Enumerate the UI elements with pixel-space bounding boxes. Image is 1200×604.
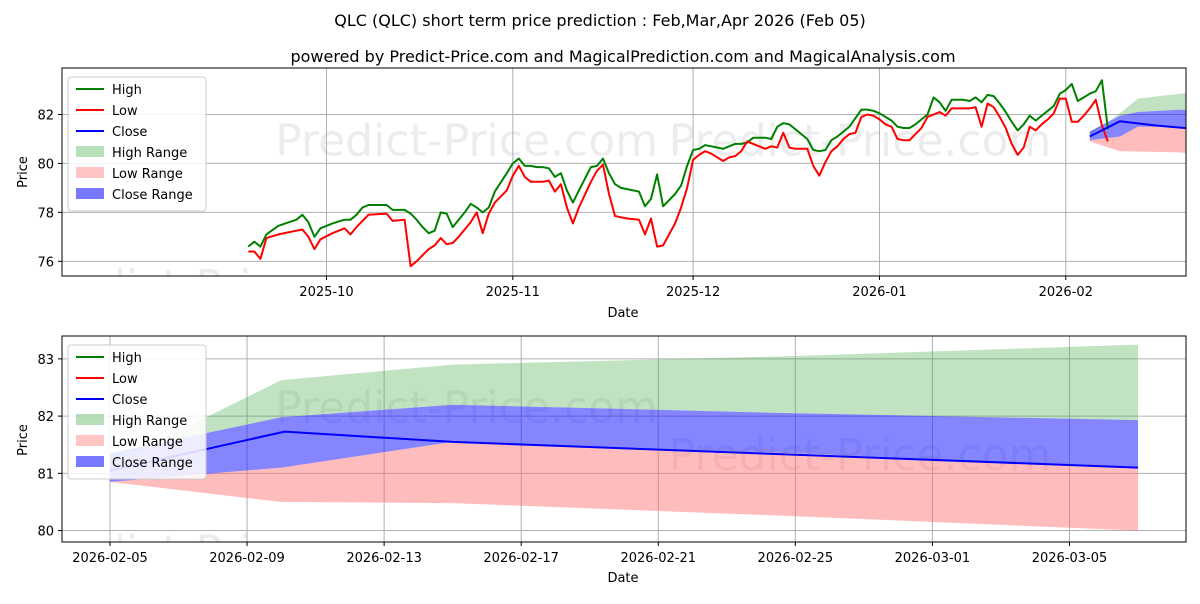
bottom-x-tick-label: 2026-02-25 [758, 551, 834, 566]
bottom-y-tick-label: 82 [37, 410, 54, 425]
top-legend-label: High Range [112, 146, 187, 161]
chart-subtitle: powered by Predict-Price.com and Magical… [290, 47, 955, 66]
top-legend-swatch [76, 188, 104, 199]
top-y-tick-label: 78 [37, 206, 54, 221]
top-series-group: Predict-Price.comPredict-Price.comPredic… [28, 68, 1186, 312]
top-x-tick-label: 2025-12 [666, 285, 720, 300]
top-panel-legend: High Low Close High Range Low Range Close Ran… [67, 76, 207, 212]
top-watermark: Predict-Price.com [28, 261, 411, 312]
bottom-legend-label: Close [112, 393, 147, 408]
bottom-close-range-band [110, 404, 1138, 482]
top-legend-label: Close [112, 125, 147, 140]
bottom-y-tick-label: 80 [37, 525, 54, 540]
top-panel-y-ticks: 76 78 80 82 [37, 108, 62, 270]
top-x-tick-label: 2025-11 [486, 285, 540, 300]
bottom-x-tick-label: 2026-03-01 [895, 551, 971, 566]
top-panel-x-ticks: 2025-10 2025-11 2025-12 2026-01 2026-02 [299, 276, 1093, 300]
bottom-y-tick-label: 81 [37, 467, 54, 482]
top-low-range-band [1089, 126, 1186, 154]
top-low-line [248, 97, 1109, 268]
top-legend-label: High [112, 83, 142, 98]
bottom-y-tick-label: 83 [37, 353, 54, 368]
top-high-range-band [1089, 93, 1186, 136]
bottom-x-tick-label: 2026-02-09 [209, 551, 285, 566]
bottom-low-range-band [110, 441, 1138, 531]
bottom-x-tick-label: 2026-03-05 [1032, 551, 1108, 566]
top-panel-xlabel: Date [607, 306, 638, 321]
top-y-tick-label: 76 [37, 255, 54, 270]
bottom-legend-label: High Range [112, 414, 187, 429]
bottom-panel-legend: High Low Close High Range Low Range Close Ran… [67, 344, 207, 480]
bottom-legend-swatch [76, 414, 104, 425]
top-high-line [247, 79, 1109, 248]
top-panel: Predict-Price.comPredict-Price.comPredic… [16, 67, 1187, 321]
bottom-panel-xlabel: Date [607, 571, 638, 586]
top-panel-ylabel: Price [16, 156, 31, 188]
top-panel-frame [61, 67, 1187, 277]
top-x-tick-label: 2026-01 [852, 285, 906, 300]
top-legend-swatch [76, 167, 104, 178]
bottom-x-tick-label: 2026-02-17 [483, 551, 559, 566]
top-legend-label: Low [112, 104, 138, 119]
bottom-high-range-band [110, 344, 1138, 465]
bottom-legend-swatch [76, 435, 104, 446]
bottom-panel-ylabel: Price [16, 424, 31, 456]
chart-title: QLC (QLC) short term price prediction : … [334, 11, 866, 30]
top-legend-swatch [76, 146, 104, 157]
top-legend-label: Close Range [112, 188, 193, 203]
bottom-x-tick-label: 2026-02-05 [72, 551, 148, 566]
top-watermark: Predict-Price.com [669, 115, 1052, 166]
top-panel-plot-area: Predict-Price.comPredict-Price.comPredic… [28, 68, 1186, 312]
top-close-range-band [1089, 109, 1186, 141]
top-watermark: Predict-Price.com [275, 115, 658, 166]
bottom-legend-label: Low Range [112, 435, 183, 450]
top-y-tick-label: 80 [37, 157, 54, 172]
bottom-legend-label: High [112, 351, 142, 366]
bottom-panel-y-ticks: 80 81 82 83 [37, 353, 62, 540]
top-close-line [1089, 120, 1186, 138]
bottom-x-tick-label: 2026-02-13 [346, 551, 422, 566]
top-legend-label: Low Range [112, 167, 183, 182]
bottom-x-tick-label: 2026-02-21 [620, 551, 696, 566]
top-x-tick-label: 2025-10 [299, 285, 353, 300]
top-y-tick-label: 82 [37, 108, 54, 123]
bottom-panel-x-ticks: 2026-02-05 2026-02-09 2026-02-13 2026-02-17… [72, 542, 1107, 566]
bottom-panel: Predict-Price.comPredict-Price.comPredic… [16, 335, 1187, 586]
bottom-panel-frame [61, 335, 1187, 543]
bottom-legend-swatch [76, 456, 104, 467]
top-x-tick-label: 2026-02 [1039, 285, 1093, 300]
bottom-legend-label: Close Range [112, 456, 193, 471]
bottom-legend-label: Low [112, 372, 138, 387]
